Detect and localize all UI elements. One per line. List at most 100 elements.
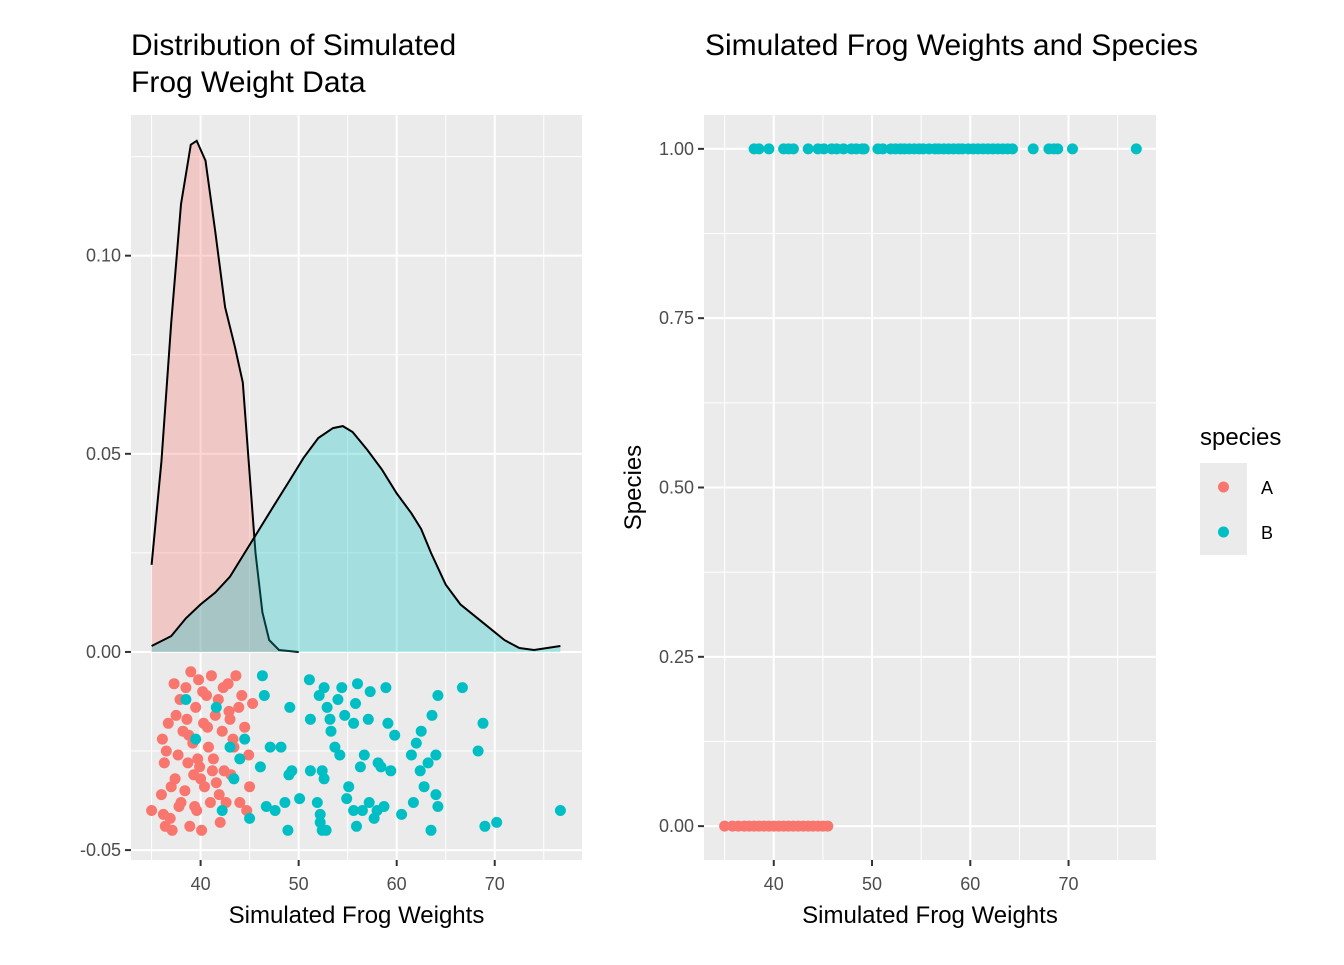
jitter-point-b (348, 717, 360, 729)
jitter-point-a (234, 797, 246, 808)
jitter-point-b (415, 725, 427, 737)
jitter-point-b (479, 820, 491, 832)
jitter-point-b (275, 741, 287, 753)
jitter-point-b (336, 682, 348, 694)
jitter-point-b (426, 709, 438, 721)
jitter-point-b (363, 797, 375, 808)
jitter-point-b (311, 797, 323, 808)
jitter-point-b (180, 694, 192, 705)
scatter-y-tick-label: 1.00 (659, 139, 694, 159)
jitter-point-b (258, 690, 270, 701)
scatter-point-b (753, 143, 765, 155)
jitter-point-a (158, 757, 170, 769)
jitter-point-b (313, 690, 325, 701)
density-area-b (151, 426, 561, 652)
jitter-point-b (350, 698, 361, 709)
scatter-y-tick-label: 0.25 (659, 647, 694, 667)
jitter-point-a (172, 749, 184, 761)
jitter-point-a (166, 824, 178, 836)
scatter-axes: 40 50 60 70 0.00 0.25 0.50 0.75 1.00 (659, 139, 1079, 894)
jitter-point-a (210, 777, 222, 789)
jitter-point-a (243, 749, 255, 761)
jitter-point-b (254, 761, 266, 773)
jitter-point-b (314, 808, 326, 820)
density-line-b (151, 425, 561, 652)
jitter-point-b (410, 737, 422, 749)
jitter-point-b (375, 761, 387, 773)
scatter-x-tick-label: 70 (1059, 874, 1079, 894)
jitter-point-a (204, 797, 216, 808)
jitter-point-b (286, 765, 298, 777)
jitter-point-a (179, 785, 191, 797)
jitter-point-a (205, 670, 217, 682)
scatter-point-b (1027, 143, 1039, 155)
legend: species A B (1200, 424, 1281, 555)
jitter-point-b (362, 713, 374, 725)
legend-title: species (1200, 424, 1281, 451)
scatter-y-tick-label: 0.50 (659, 478, 694, 498)
density-y-tick-label: 0.05 (86, 444, 121, 464)
scatter-point-b (1052, 143, 1064, 155)
density-x-tick-label: 70 (485, 874, 505, 894)
density-chart-title-line-2: Frog Weight Data (131, 66, 366, 99)
jitter-point-b (432, 801, 444, 812)
scatter-point-b (787, 143, 799, 155)
jitter-point-a (223, 705, 235, 717)
jitter-point-a (181, 713, 193, 725)
jitter-point-b (358, 749, 370, 761)
jitter-point-a (155, 789, 167, 801)
jitter-point-b (472, 745, 484, 757)
jitter-point-b (224, 741, 236, 753)
legend-key-b (1218, 526, 1229, 538)
jitter-point-a (190, 701, 202, 713)
jitter-point-a (230, 670, 242, 682)
density-x-tick-label: 60 (387, 874, 407, 894)
scatter-point-b (1130, 143, 1142, 155)
jitter-point-b (364, 686, 376, 698)
jitter-point-b (294, 793, 306, 805)
scatter-point-b (1067, 143, 1078, 155)
scatter-point-b (838, 143, 849, 155)
jitter-point-a (202, 721, 213, 733)
scatter-point-b (763, 143, 775, 155)
jitter-point-a (239, 721, 251, 733)
jitter-point-a (164, 812, 176, 824)
jitter-point-b (264, 741, 276, 753)
density-y-tick-label: 0.00 (86, 642, 121, 662)
jitter-point-b (216, 805, 228, 816)
jitter-point-b (228, 773, 240, 785)
jitter-point-b (269, 805, 281, 816)
jitter-point-b (348, 805, 360, 816)
scatter-x-axis-title: Simulated Frog Weights (802, 902, 1058, 929)
scatter-point-b (877, 143, 889, 155)
density-gridlines (131, 115, 582, 860)
jitter-point-a (213, 789, 225, 801)
jitter-point-b (332, 694, 344, 705)
jitter-point-b (389, 729, 401, 741)
scatter-y-tick-label: 0.00 (659, 816, 694, 836)
jitter-point-b (378, 801, 390, 812)
jitter-point-b (303, 674, 315, 686)
density-y-tick-label: -0.05 (80, 840, 121, 860)
scatter-point-b (1007, 143, 1018, 155)
legend-label-b: B (1261, 523, 1273, 543)
density-axes: 40 50 60 70 -0.05 0.00 0.05 0.10 (80, 246, 505, 894)
jitter-point-a (156, 733, 168, 745)
jitter-point-b (239, 733, 251, 745)
jitter-point-b (282, 824, 294, 836)
jitter-point-a (170, 709, 182, 721)
scatter-y-axis-title: Species (620, 445, 647, 530)
scatter-point-b (858, 143, 870, 155)
jitter-point-b (339, 709, 351, 721)
jitter-point-b (318, 773, 330, 785)
jitter-point-b (190, 733, 202, 745)
jitter-point-a (209, 709, 221, 721)
jitter-point-b (234, 753, 246, 765)
jitter-point-b (304, 713, 316, 725)
jitter-point-a (206, 765, 218, 777)
jitter-point-b (343, 781, 355, 793)
jitter-point-b (456, 682, 468, 694)
density-jitter-points (146, 666, 566, 836)
jitter-point-a (160, 745, 172, 757)
